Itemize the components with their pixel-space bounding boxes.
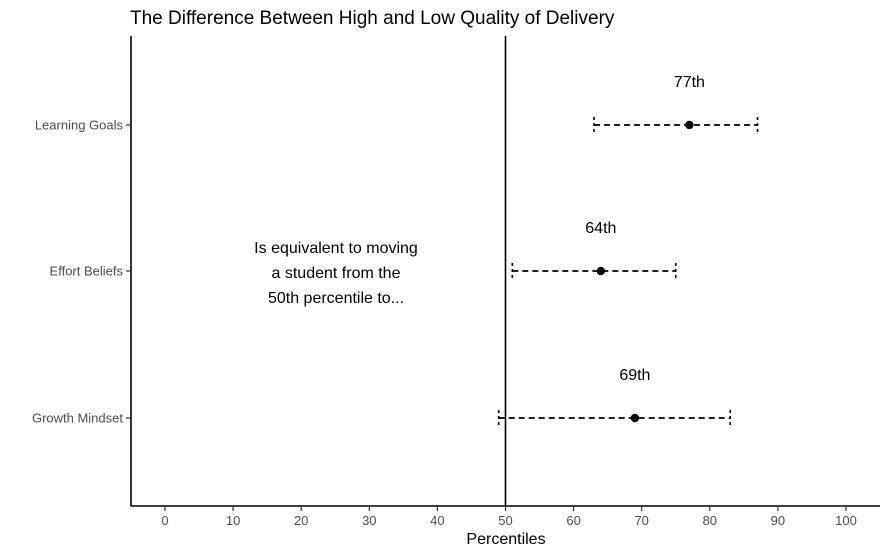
x-tick-label: 90	[771, 513, 785, 528]
x-tick-label: 0	[161, 513, 168, 528]
annotation-line-3: 50th percentile to...	[268, 290, 404, 307]
x-tick-label: 80	[703, 513, 717, 528]
data-label: 69th	[619, 367, 650, 384]
data-label: 64th	[585, 220, 616, 237]
x-tick-label: 60	[566, 513, 580, 528]
x-tick-label: 20	[294, 513, 308, 528]
y-axis-ticks: Learning Goals Effort Beliefs Growth Minds…	[32, 118, 131, 426]
x-tick-label: 100	[835, 513, 857, 528]
annotation: Is equivalent to moving a student from t…	[254, 240, 418, 307]
annotation-line-2: a student from the	[272, 265, 401, 282]
y-tick-label: Learning Goals	[35, 118, 124, 133]
x-tick-label: 50	[498, 513, 512, 528]
x-axis-ticks: 0 10 20 30 40 50 60 70 80 90 100	[161, 506, 857, 528]
x-tick-label: 10	[226, 513, 240, 528]
data-point	[596, 266, 606, 276]
y-tick-label: Growth Mindset	[32, 411, 123, 426]
x-tick-label: 30	[362, 513, 376, 528]
annotation-line-1: Is equivalent to moving	[254, 240, 418, 257]
data-marks: 77th 64th 69th	[497, 74, 759, 426]
y-tick-label: Effort Beliefs	[50, 264, 124, 279]
chart-title: The Difference Between High and Low Qual…	[130, 8, 615, 29]
x-axis-label: Percentiles	[466, 531, 545, 548]
data-label: 77th	[674, 74, 705, 91]
data-point	[630, 413, 640, 423]
data-point	[685, 120, 694, 130]
x-tick-label: 40	[430, 513, 444, 528]
x-tick-label: 70	[634, 513, 648, 528]
